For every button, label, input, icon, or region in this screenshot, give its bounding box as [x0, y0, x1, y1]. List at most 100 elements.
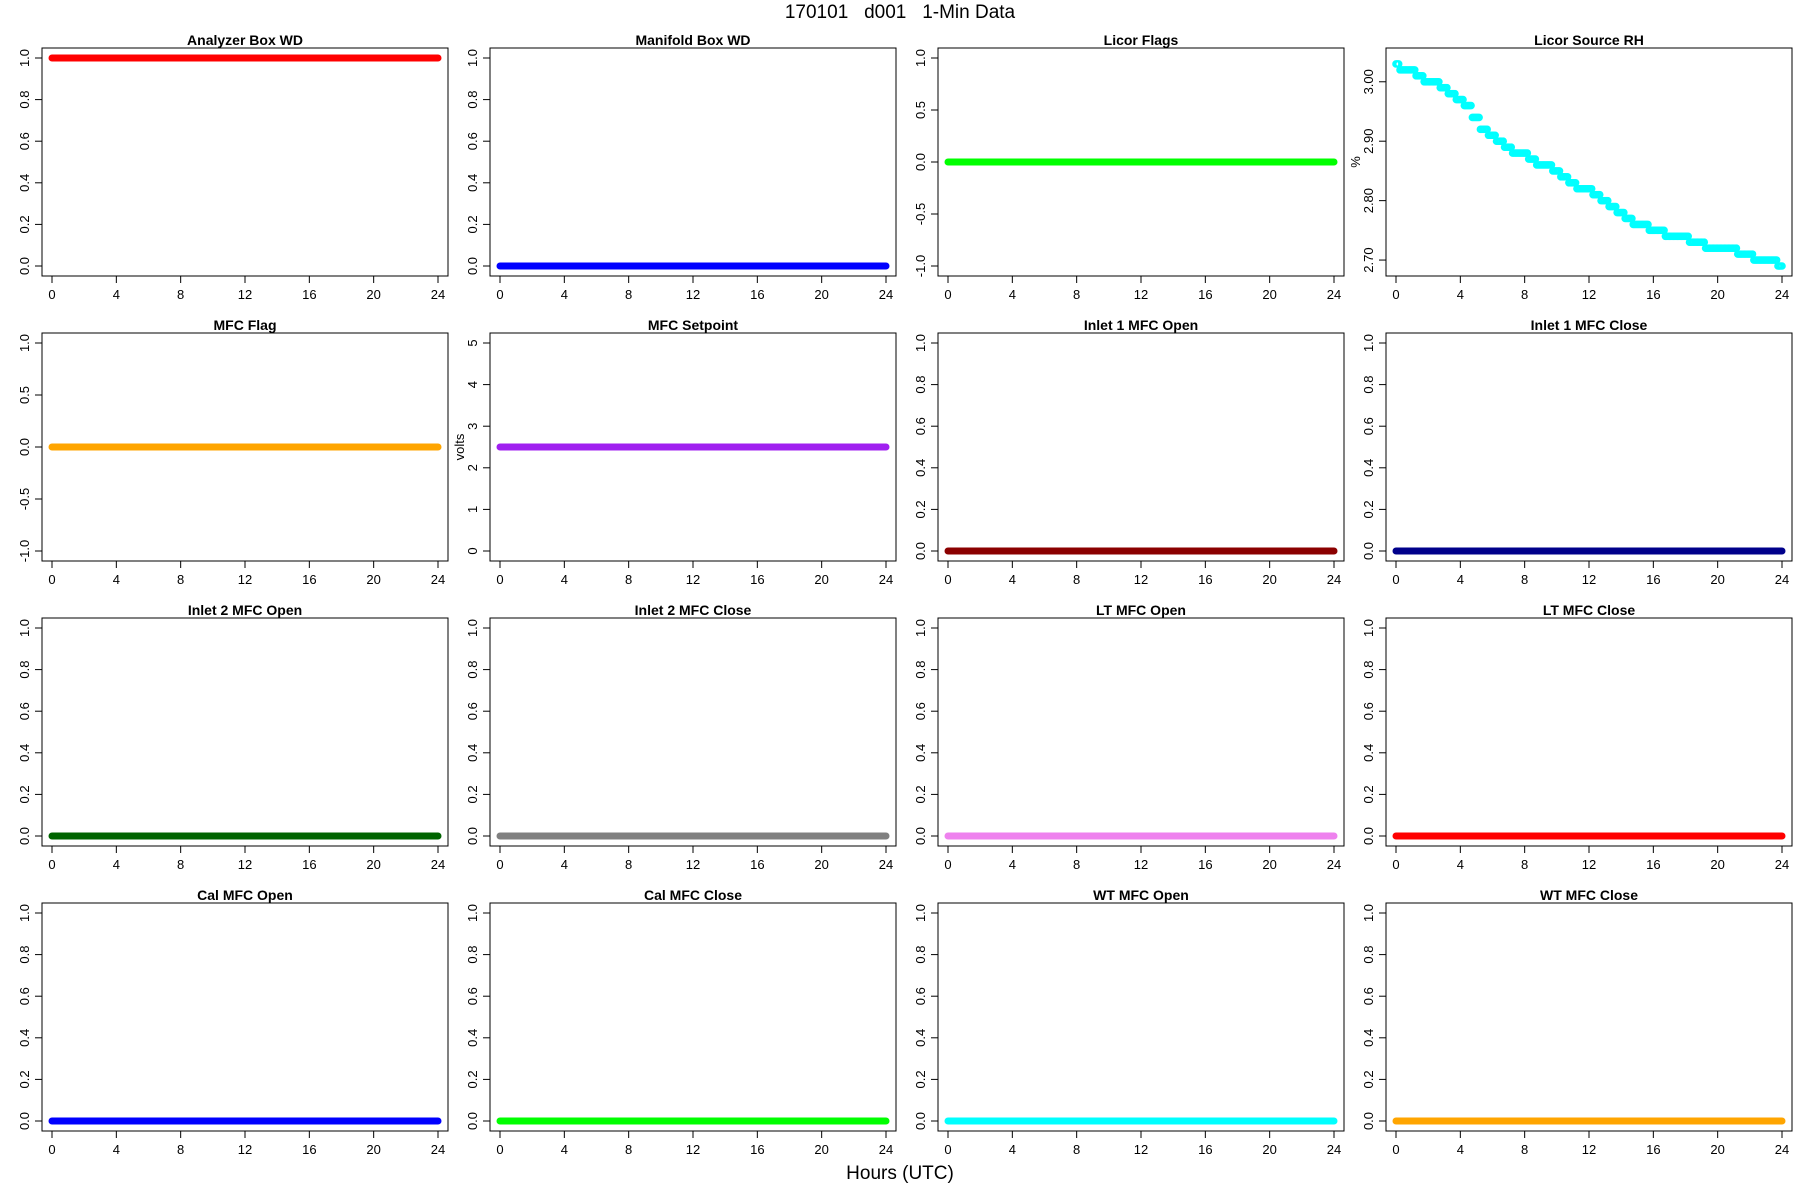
y-tick-label: 0.0 [913, 1112, 928, 1130]
chart-title: Manifold Box WD [635, 32, 750, 48]
y-tick-label: 0.2 [913, 785, 928, 803]
chart-panel: WT MFC Close 0 4 8 12 16 20 24 0.0 0.2 0.4 0.6 0.8 1.… [1361, 887, 1793, 1157]
x-tick-label: 0 [944, 572, 951, 587]
y-axis-label: % [1348, 156, 1363, 168]
x-tick-label: 16 [1198, 572, 1212, 587]
x-tick-label: 20 [366, 1142, 380, 1157]
chart-title: Cal MFC Open [197, 887, 293, 903]
y-tick-label: 0.8 [913, 946, 928, 964]
chart-title: MFC Flag [214, 317, 277, 333]
chart-panel: Licor Flags 0 4 8 12 16 20 24 -1.0 -0.5 0.0 0.5 1.0 [913, 32, 1345, 302]
chart-title: Licor Source RH [1534, 32, 1644, 48]
y-tick-label: 0.8 [17, 91, 32, 109]
x-tick-label: 16 [1646, 572, 1660, 587]
x-tick-label: 8 [1073, 572, 1080, 587]
x-tick-label: 24 [431, 1142, 445, 1157]
chart-panel: Inlet 2 MFC Open 0 4 8 12 16 20 24 0.0 0.2 0.4 0.6 0… [17, 602, 449, 872]
y-tick-label: 1.0 [1361, 334, 1376, 352]
y-tick-label: 3.00 [1361, 69, 1376, 94]
x-tick-label: 0 [48, 1142, 55, 1157]
x-tick-label: 24 [1775, 857, 1789, 872]
chart-title: LT MFC Close [1543, 602, 1636, 618]
y-tick-label: 0.6 [465, 702, 480, 720]
x-tick-label: 20 [1262, 572, 1276, 587]
x-tick-label: 24 [431, 572, 445, 587]
y-tick-label: 0.4 [465, 744, 480, 762]
x-tick-label: 16 [302, 1142, 316, 1157]
x-tick-label: 16 [750, 857, 764, 872]
chart-title: MFC Setpoint [648, 317, 739, 333]
y-tick-label: 0.6 [913, 987, 928, 1005]
x-tick-label: 24 [1327, 287, 1341, 302]
x-tick-label: 12 [1582, 857, 1596, 872]
x-tick-label: 4 [1009, 572, 1016, 587]
x-tick-label: 4 [113, 287, 120, 302]
x-tick-label: 16 [1646, 1142, 1660, 1157]
y-tick-label: 0.4 [1361, 459, 1376, 477]
plot-frame [489, 47, 897, 277]
y-tick-label: -1.0 [913, 255, 928, 277]
x-tick-label: 20 [1710, 572, 1724, 587]
chart-panel: MFC Flag 0 4 8 12 16 20 24 -1.0 -0.5 0.0 0.5 1.0 [17, 317, 449, 587]
plot-frame [1385, 47, 1793, 277]
y-tick-label: 0.2 [17, 215, 32, 233]
x-tick-label: 16 [1646, 857, 1660, 872]
y-tick-label: 1.0 [465, 49, 480, 67]
x-tick-label: 8 [1073, 287, 1080, 302]
x-tick-label: 20 [366, 287, 380, 302]
x-tick-label: 0 [496, 857, 503, 872]
chart-title: WT MFC Open [1093, 887, 1189, 903]
y-axis-label: volts [452, 433, 467, 460]
y-tick-label: 0.6 [17, 702, 32, 720]
y-tick-label: 1.0 [913, 334, 928, 352]
x-tick-label: 0 [1392, 572, 1399, 587]
y-tick-label: 0.4 [465, 174, 480, 192]
x-tick-label: 24 [879, 1142, 893, 1157]
x-tick-label: 8 [1521, 287, 1528, 302]
chart-title: Licor Flags [1104, 32, 1179, 48]
x-tick-label: 24 [879, 287, 893, 302]
plot-frame [1385, 332, 1793, 562]
y-tick-label: 3 [465, 423, 480, 430]
y-tick-label: 0.0 [1361, 1112, 1376, 1130]
x-tick-label: 8 [177, 287, 184, 302]
x-tick-label: 8 [625, 287, 632, 302]
y-tick-label: 0.0 [913, 827, 928, 845]
y-tick-label: 0.8 [1361, 376, 1376, 394]
x-tick-label: 16 [750, 572, 764, 587]
y-tick-label: 0.0 [913, 153, 928, 171]
x-tick-label: 8 [1073, 857, 1080, 872]
chart-panel: WT MFC Open 0 4 8 12 16 20 24 0.0 0.2 0.4 0.6 0.8 1.0 [913, 887, 1345, 1157]
x-tick-label: 4 [561, 1142, 568, 1157]
chart-panel: Analyzer Box WD 0 4 8 12 16 20 24 0.0 0.2 0.4 0.6 0.… [17, 32, 449, 302]
y-tick-label: 0.0 [465, 827, 480, 845]
y-tick-label: 0.8 [465, 946, 480, 964]
x-tick-label: 4 [1457, 1142, 1464, 1157]
chart-panel: Inlet 1 MFC Close 0 4 8 12 16 20 24 0.0 0.2 0.4 0.6… [1361, 317, 1793, 587]
x-tick-label: 4 [113, 857, 120, 872]
y-tick-label: 0.2 [465, 215, 480, 233]
plot-frame [1385, 902, 1793, 1132]
x-tick-label: 8 [1521, 1142, 1528, 1157]
x-tick-label: 4 [113, 572, 120, 587]
y-tick-label: 0.2 [465, 1070, 480, 1088]
x-tick-label: 0 [48, 572, 55, 587]
x-tick-label: 12 [238, 857, 252, 872]
y-tick-label: 4 [465, 381, 480, 388]
plot-frame [1385, 617, 1793, 847]
y-tick-label: 0.2 [1361, 785, 1376, 803]
y-tick-label: 0.8 [1361, 946, 1376, 964]
x-tick-label: 4 [1457, 572, 1464, 587]
chart-title: Inlet 2 MFC Close [635, 602, 752, 618]
y-tick-label: 0.4 [465, 1029, 480, 1047]
y-tick-label: 0 [465, 547, 480, 554]
y-tick-label: 0.2 [913, 1070, 928, 1088]
x-tick-label: 8 [625, 1142, 632, 1157]
y-tick-label: 0.8 [913, 376, 928, 394]
x-tick-label: 12 [1582, 287, 1596, 302]
x-tick-label: 20 [1710, 1142, 1724, 1157]
y-tick-label: 0.4 [913, 459, 928, 477]
x-tick-label: 12 [686, 287, 700, 302]
y-tick-label: 1.0 [17, 619, 32, 637]
